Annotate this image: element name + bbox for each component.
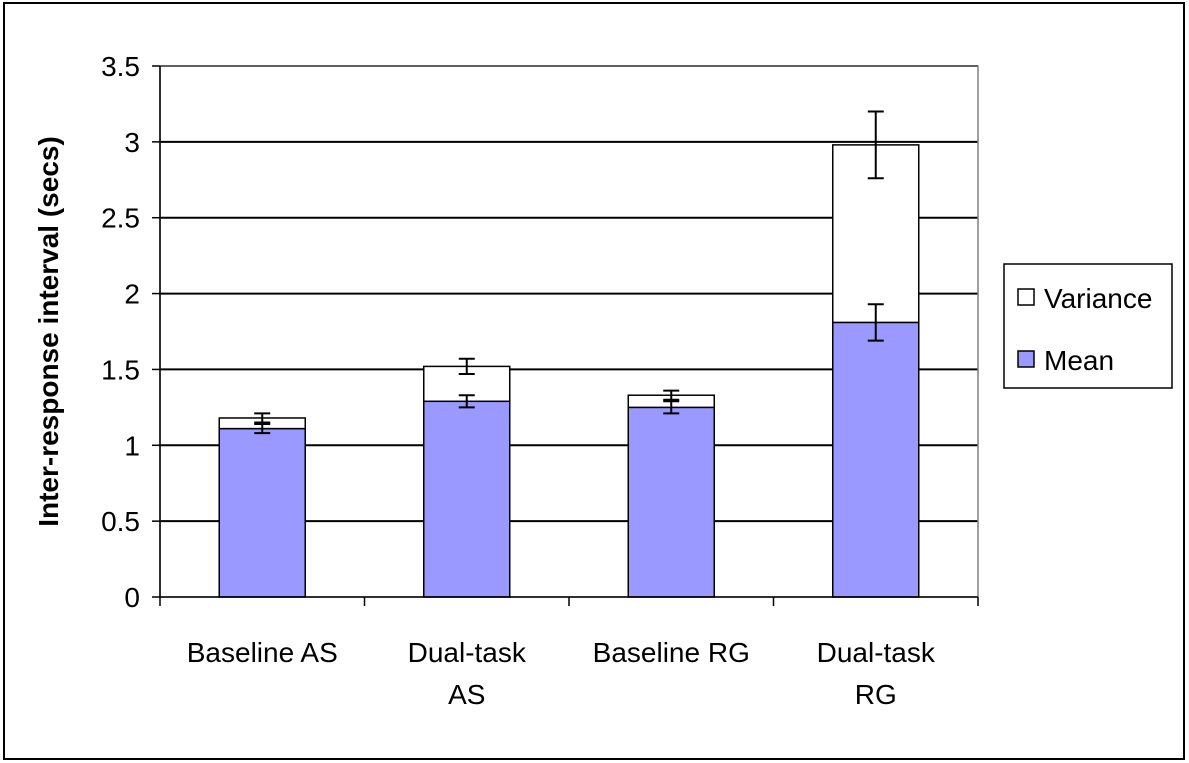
bar-mean — [423, 400, 511, 598]
y-tick-label: 1.5 — [101, 354, 140, 385]
x-tick-label: Baseline RG — [593, 637, 750, 668]
chart-frame — [3, 2, 1185, 760]
x-tick-label-line: Dual-task — [408, 637, 527, 668]
legend-swatch-mean — [1017, 350, 1035, 368]
error-bar-variance — [458, 357, 475, 375]
legend: Variance Mean — [1003, 263, 1173, 389]
y-axis-label: Inter-response interval (secs) — [33, 136, 64, 527]
y-tick-labels: 0 0.5 1 1.5 2 2.5 3 3.5 — [101, 51, 140, 613]
axes — [152, 65, 979, 606]
x-tick-label: Dual-task RG — [817, 637, 936, 710]
x-tick-label-line: Baseline RG — [593, 637, 750, 668]
error-bar-variance — [254, 412, 271, 424]
error-bars — [254, 110, 884, 435]
x-tick-label: Baseline AS — [187, 637, 338, 668]
legend-label-mean: Mean — [1044, 345, 1114, 376]
legend-label-variance: Variance — [1044, 283, 1152, 314]
bar-mean — [627, 406, 715, 598]
y-tick-label: 0 — [124, 582, 140, 613]
bar-mean — [218, 427, 306, 598]
error-bar-mean — [867, 303, 884, 342]
x-tick-label-line: Baseline AS — [187, 637, 338, 668]
x-tick-label-line: RG — [855, 679, 897, 710]
error-bar-mean — [663, 400, 680, 415]
error-bar-variance — [867, 110, 884, 180]
bar-mean — [832, 321, 920, 598]
error-bar-mean — [458, 394, 475, 409]
y-tick-label: 0.5 — [101, 506, 140, 537]
y-tick-label: 3 — [124, 127, 140, 158]
legend-swatch-variance — [1017, 288, 1035, 306]
y-tick-label: 1 — [124, 430, 140, 461]
y-tick-label: 2 — [124, 279, 140, 310]
x-tick-label-line: Dual-task — [817, 637, 936, 668]
error-bar-variance — [663, 389, 680, 401]
x-tick-label-line: AS — [448, 679, 485, 710]
y-tick-label: 2.5 — [101, 203, 140, 234]
x-tick-labels: Baseline AS Dual-task AS Baseline RG Dual-ta… — [187, 637, 936, 710]
error-bar-mean — [254, 423, 271, 435]
x-tick-label: Dual-task AS — [408, 637, 527, 710]
y-tick-label: 3.5 — [101, 51, 140, 82]
